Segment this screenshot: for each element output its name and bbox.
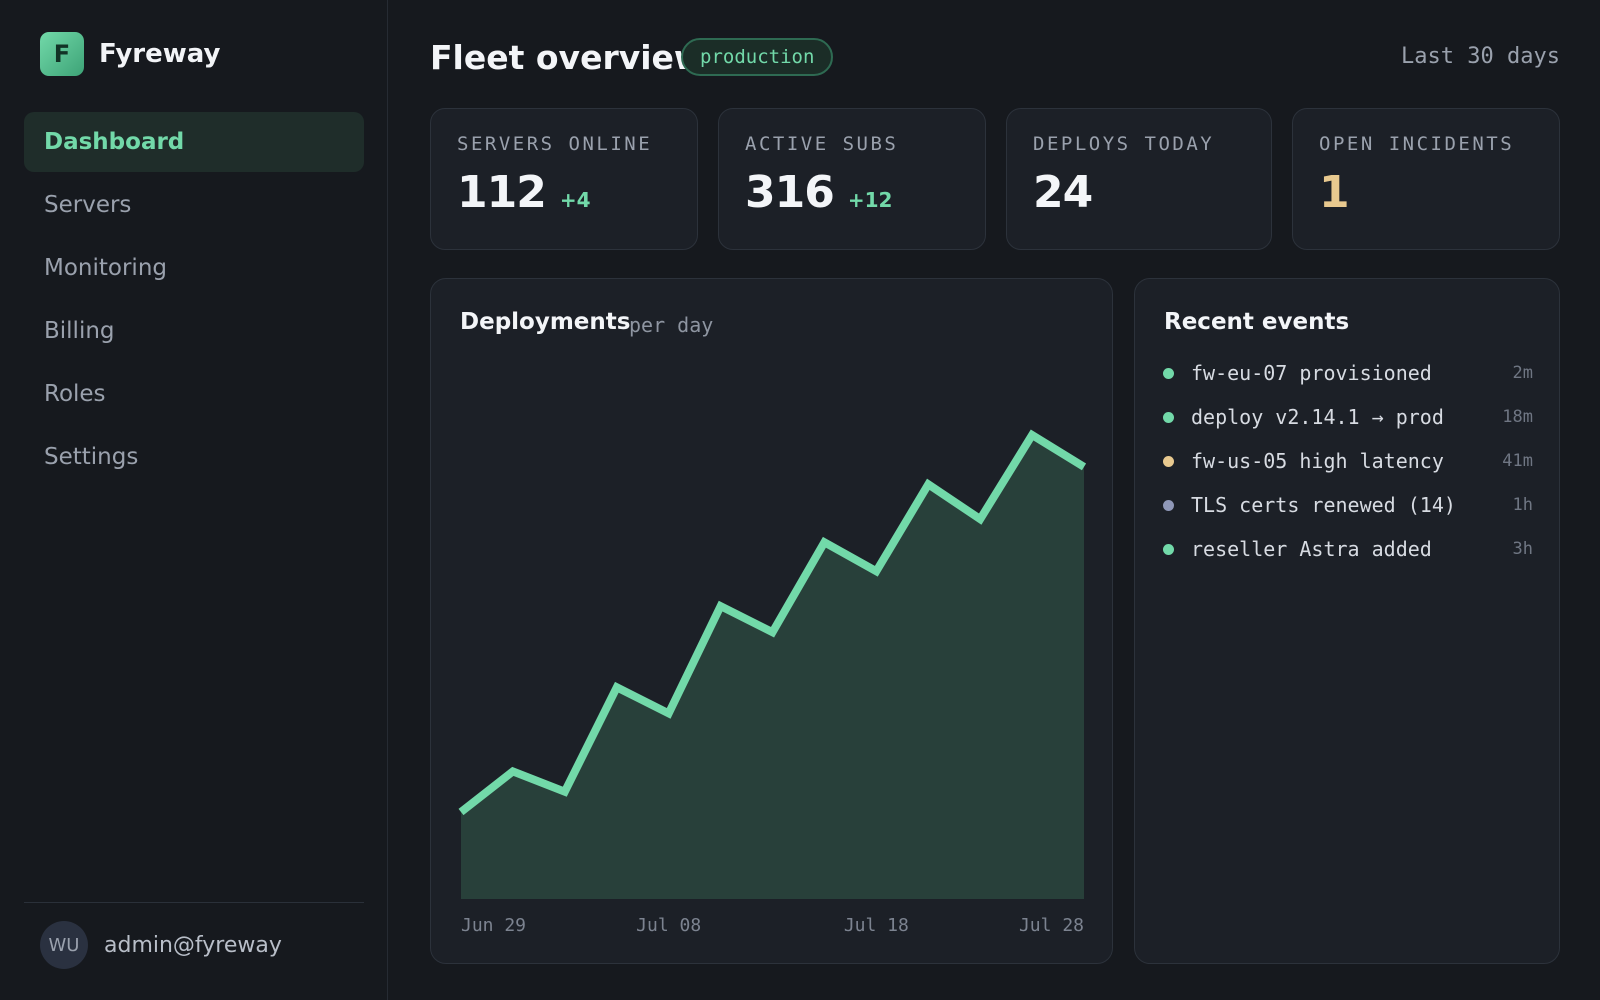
list-item[interactable]: fw-eu-07 provisioned 2m <box>1163 351 1533 395</box>
stat-card-servers-online: SERVERS ONLINE 112 +4 <box>430 108 698 250</box>
status-dot-icon <box>1163 411 1174 423</box>
stat-value: 24 <box>1033 167 1093 218</box>
events-list: fw-eu-07 provisioned 2m deploy v2.14.1 →… <box>1163 351 1533 571</box>
avatar: WU <box>40 921 88 969</box>
event-text: fw-eu-07 provisioned <box>1191 361 1432 385</box>
brand-name: Fyreway <box>99 39 221 69</box>
chart-series-line <box>458 429 1087 816</box>
status-dot-icon <box>1163 499 1174 511</box>
event-text: deploy v2.14.1 → prod <box>1191 405 1444 429</box>
stat-label: OPEN INCIDENTS <box>1319 133 1515 155</box>
brand-logo-icon: F <box>40 32 84 76</box>
sidebar-item-dashboard[interactable]: Dashboard <box>24 112 364 172</box>
x-tick-label: Jul 18 <box>844 915 909 936</box>
sidebar-item-monitoring[interactable]: Monitoring <box>44 255 167 281</box>
stat-delta: +12 <box>847 188 893 212</box>
status-dot-icon <box>1163 543 1174 555</box>
status-dot-icon <box>1163 367 1174 379</box>
user-menu[interactable]: WU admin@fyreway <box>40 921 282 969</box>
sidebar: F Fyreway Dashboard Servers Monitoring B… <box>0 0 388 1000</box>
sidebar-item-servers[interactable]: Servers <box>44 192 132 218</box>
event-time: 1h <box>1512 495 1533 515</box>
list-item[interactable]: fw-us-05 high latency 41m <box>1163 439 1533 483</box>
x-tick-label: Jul 28 <box>1019 915 1084 936</box>
event-time: 41m <box>1502 451 1533 471</box>
stat-value: 1 <box>1319 167 1350 218</box>
event-text: TLS certs renewed (14) <box>1191 493 1456 517</box>
stat-value: 112 <box>457 167 547 218</box>
stat-card-open-incidents: OPEN INCIDENTS 1 <box>1292 108 1560 250</box>
status-dot-icon <box>1163 455 1174 467</box>
event-time: 3h <box>1512 539 1533 559</box>
date-range-selector[interactable]: Last 30 days <box>1401 44 1560 69</box>
stat-label: SERVERS ONLINE <box>457 133 653 155</box>
stat-value: 316 <box>745 167 835 218</box>
user-email: admin@fyreway <box>104 932 282 958</box>
sidebar-item-billing[interactable]: Billing <box>44 318 115 344</box>
stat-card-deploys-today: DEPLOYS TODAY 24 <box>1006 108 1272 250</box>
event-time: 18m <box>1502 407 1533 427</box>
sidebar-item-roles[interactable]: Roles <box>44 381 106 407</box>
deployments-chart: Jun 29 Jul 08 Jul 18 Jul 28 <box>458 429 1087 936</box>
stat-label: DEPLOYS TODAY <box>1033 133 1215 155</box>
list-item[interactable]: reseller Astra added 3h <box>1163 527 1533 571</box>
stat-delta: +4 <box>559 188 591 212</box>
list-item[interactable]: TLS certs renewed (14) 1h <box>1163 483 1533 527</box>
stat-card-active-subs: ACTIVE SUBS 316 +12 <box>718 108 986 250</box>
event-text: reseller Astra added <box>1191 537 1432 561</box>
x-tick-label: Jun 29 <box>461 915 526 936</box>
sidebar-divider <box>24 902 364 903</box>
brand[interactable]: F Fyreway <box>40 32 220 76</box>
chart-area-fill <box>461 435 1084 899</box>
stat-label: ACTIVE SUBS <box>745 133 899 155</box>
recent-events-panel: Recent events fw-eu-07 provisioned 2m de… <box>1134 278 1560 964</box>
event-text: fw-us-05 high latency <box>1191 449 1444 473</box>
x-tick-label: Jul 08 <box>636 915 701 936</box>
chart-subtitle: per day <box>629 313 714 337</box>
events-title: Recent events <box>1164 309 1350 335</box>
sidebar-nav: Dashboard Servers Monitoring Billing Rol… <box>24 112 364 490</box>
page-title: Fleet overview <box>430 38 705 77</box>
chart-title: Deployments <box>460 309 631 335</box>
environment-badge: production <box>681 38 834 76</box>
event-time: 2m <box>1512 363 1533 383</box>
deployments-chart-panel: Deployments per day Jun 29 Jul 08 Jul 18 Ju… <box>430 278 1113 964</box>
sidebar-item-settings[interactable]: Settings <box>44 444 139 470</box>
list-item[interactable]: deploy v2.14.1 → prod 18m <box>1163 395 1533 439</box>
